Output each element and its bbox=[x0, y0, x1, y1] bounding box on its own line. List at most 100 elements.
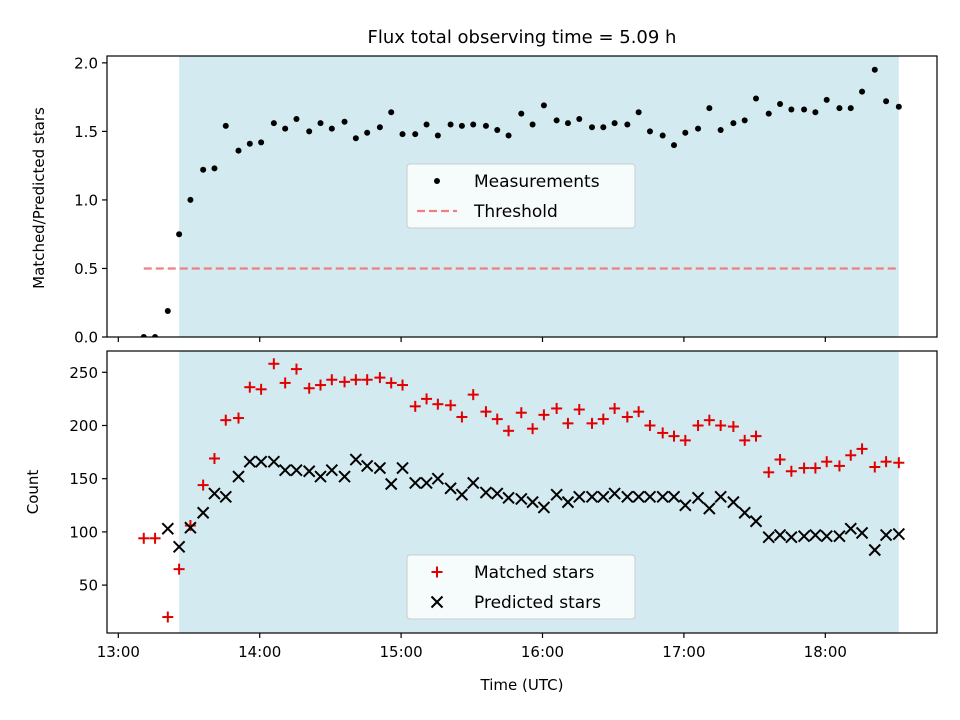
legend-label: Measurements bbox=[474, 172, 600, 192]
bottom-panel: 50 100 150 200 250 13:00 14:00 15:00 16:00 17:00 1… bbox=[69, 350, 938, 661]
legend-item: Predicted stars bbox=[430, 593, 601, 613]
predicted-stars-marker bbox=[420, 476, 433, 490]
matched-stars-marker bbox=[326, 374, 338, 386]
predicted-stars-marker bbox=[561, 495, 575, 509]
matched-stars-marker bbox=[586, 417, 598, 429]
measurement-point bbox=[823, 96, 830, 103]
predicted-stars-marker bbox=[254, 455, 268, 468]
measurement-point bbox=[328, 125, 335, 132]
measurement-point bbox=[529, 121, 536, 128]
measurement-point bbox=[682, 129, 689, 136]
measurement-point bbox=[788, 106, 795, 113]
predicted-stars-marker bbox=[409, 476, 422, 490]
measurement-point bbox=[176, 231, 183, 238]
y-tick-label: 100 bbox=[69, 523, 98, 541]
matched-stars-marker bbox=[833, 460, 845, 472]
measurement-point bbox=[376, 124, 383, 131]
y-tick-label: 1.5 bbox=[74, 123, 98, 141]
matched-stars-marker bbox=[727, 421, 739, 433]
measurement-point bbox=[777, 100, 784, 107]
x-tick-label: 14:00 bbox=[238, 643, 281, 661]
measurement-point bbox=[434, 132, 441, 139]
matched-stars-marker bbox=[785, 465, 797, 477]
y-tick-label: 250 bbox=[69, 364, 98, 382]
matched-stars-marker bbox=[445, 399, 457, 411]
axes-frame bbox=[106, 55, 938, 338]
predicted-stars-marker bbox=[691, 491, 705, 505]
measurement-point bbox=[717, 127, 724, 134]
measurement-point bbox=[152, 334, 159, 337]
matched-stars-marker bbox=[668, 430, 680, 442]
predicted-stars-marker bbox=[196, 506, 210, 519]
predicted-stars-marker bbox=[267, 455, 281, 468]
measurement-point bbox=[646, 128, 653, 135]
predicted-stars-marker bbox=[431, 472, 445, 485]
matched-stars-marker bbox=[303, 382, 315, 394]
predicted-stars-marker bbox=[833, 529, 846, 543]
series-predicted-stars bbox=[161, 453, 906, 557]
x-axis-label: Time (UTC) bbox=[480, 676, 564, 694]
predicted-stars-marker bbox=[820, 529, 833, 543]
measurement-point bbox=[671, 142, 678, 149]
measurement-point bbox=[588, 124, 595, 131]
predicted-stars-marker bbox=[232, 470, 245, 483]
measurement-point bbox=[659, 132, 666, 139]
predicted-stars-marker bbox=[643, 490, 657, 503]
predicted-stars-marker bbox=[762, 531, 775, 544]
measurement-point bbox=[293, 116, 300, 123]
measurement-point bbox=[883, 98, 890, 105]
measurement-point bbox=[801, 106, 808, 113]
matched-stars-marker bbox=[763, 466, 775, 478]
matched-stars-marker bbox=[703, 414, 715, 426]
predicted-stars-marker bbox=[491, 487, 504, 500]
matched-stars-marker bbox=[350, 374, 362, 386]
measurement-point bbox=[553, 117, 560, 124]
measurement-point bbox=[447, 121, 454, 128]
top-panel: 0.0 0.5 1.0 1.5 2.0 Measurements Threshold bbox=[74, 54, 938, 347]
matched-stars-marker bbox=[290, 363, 302, 375]
predicted-stars-marker bbox=[537, 501, 551, 514]
y-tick-label: 50 bbox=[79, 577, 98, 595]
measurement-point bbox=[695, 125, 702, 132]
measurement-point bbox=[706, 105, 713, 112]
legend-item: Measurements bbox=[434, 172, 600, 192]
predicted-stars-marker bbox=[290, 463, 303, 477]
predicted-stars-marker bbox=[396, 461, 409, 475]
measurement-point bbox=[753, 95, 760, 102]
predicted-stars-marker bbox=[550, 488, 563, 501]
measurement-point bbox=[812, 109, 819, 116]
matched-stars-marker bbox=[173, 563, 185, 575]
matched-stars-marker bbox=[244, 381, 256, 393]
legend-item: Matched stars bbox=[431, 563, 594, 583]
predicted-stars-marker bbox=[360, 459, 374, 473]
matched-stars-marker bbox=[869, 461, 881, 473]
matched-stars-marker bbox=[467, 389, 479, 401]
matched-stars-marker bbox=[268, 358, 280, 370]
x-tick-label: 15:00 bbox=[379, 643, 422, 661]
measurement-point bbox=[364, 129, 371, 136]
matched-stars-marker bbox=[893, 457, 905, 469]
matched-stars-marker bbox=[315, 379, 327, 391]
measurement-point bbox=[412, 131, 419, 138]
matched-stars-marker bbox=[609, 402, 621, 414]
matched-stars-marker bbox=[657, 427, 669, 439]
y-tick-label: 150 bbox=[69, 470, 98, 488]
legend-label: Matched stars bbox=[474, 563, 594, 583]
predicted-stars-marker bbox=[714, 490, 727, 503]
predicted-stars-marker bbox=[325, 463, 339, 477]
series-measurements bbox=[140, 66, 902, 337]
bottom-panel-y-axis-label: Count bbox=[24, 470, 42, 515]
measurement-point bbox=[270, 120, 277, 127]
measurement-point bbox=[200, 166, 207, 173]
matched-stars-marker bbox=[232, 412, 244, 424]
matched-stars-marker bbox=[880, 456, 892, 468]
matched-stars-marker bbox=[361, 374, 373, 386]
top-panel-y-axis-label: Matched/Predicted stars bbox=[30, 107, 48, 289]
measurement-point bbox=[576, 116, 583, 123]
matched-stars-marker bbox=[491, 413, 503, 425]
measurement-point bbox=[246, 140, 253, 147]
matched-stars-marker bbox=[739, 434, 751, 446]
matched-stars-marker bbox=[149, 532, 161, 544]
predicted-stars-marker bbox=[703, 502, 716, 515]
